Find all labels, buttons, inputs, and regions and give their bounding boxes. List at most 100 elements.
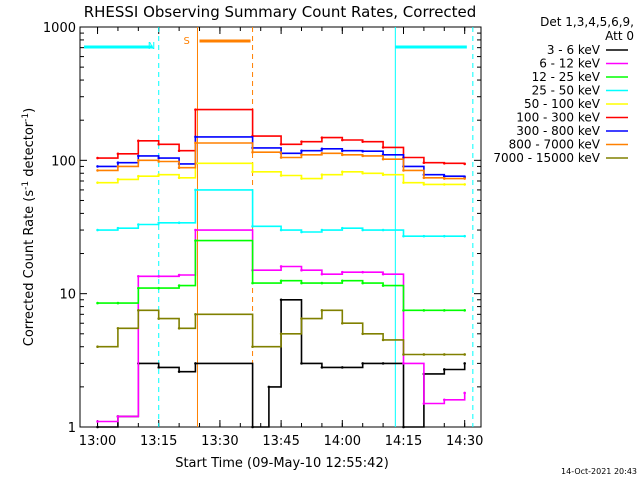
data-point [157,274,161,278]
data-point [194,362,197,365]
x-axis: 13:00 13:15 13:30 13:45 14:00 14:15 14:30 [79,27,483,449]
data-point [442,183,446,186]
data-point [116,301,120,305]
data-point [320,228,324,232]
data-point [251,170,254,174]
data-point [137,274,140,278]
data-point [341,170,344,174]
y-tick-label: 1000 [43,21,76,36]
data-point [422,161,426,164]
data-point [422,309,426,312]
data-point [442,398,446,402]
data-point [137,139,140,143]
legend-label: 7000 - 15000 keV [493,151,600,165]
data-point [381,272,385,276]
plot-frame [79,26,482,428]
data-point [137,309,140,312]
x-tick-label: 13:00 [79,434,116,449]
y-axis-label: Corrected Count Rate (s-1 detector-1) [21,108,37,346]
data-point [381,173,385,177]
data-point [177,166,181,170]
data-point [300,153,303,157]
data-point [96,420,99,423]
data-point [463,362,466,365]
data-point [96,345,99,349]
data-point [251,225,254,228]
data-point [463,177,466,180]
data-point [320,173,324,177]
data-point [361,149,364,153]
data-point [463,183,466,186]
data-point [320,281,324,285]
data-point [177,273,181,277]
footer-timestamp: 14-Oct-2021 20:43 [561,467,637,476]
data-point [442,309,446,312]
data-point [381,157,385,161]
data-point [422,183,426,186]
data-point [279,332,283,336]
data-point [96,165,99,168]
series-line-3 [97,189,465,237]
x-tick-label: 13:45 [262,434,299,449]
data-point [402,309,405,312]
y-axis-label-end: ) [22,108,37,113]
data-point [402,362,405,365]
data-point [422,234,426,238]
data-point [422,353,426,356]
data-point [442,177,446,180]
legend-header-line-1: Det 1,3,4,5,6,9, [540,15,634,29]
data-point [463,353,466,356]
data-point [463,162,466,166]
legend-label: 100 - 300 keV [516,111,600,125]
chart-title: RHESSI Observing Summary Count Rates, Co… [84,3,477,21]
data-point [320,136,324,139]
data-point [381,362,385,365]
data-point [157,142,161,146]
data-point [279,265,283,268]
data-point [137,159,140,162]
data-point [177,176,181,180]
y-axis-label-sup-1: -1 [21,181,31,190]
data-point [177,221,181,225]
data-point [279,279,283,283]
data-point [402,169,405,172]
data-point [96,425,99,429]
legend-label: 3 - 6 keV [547,43,601,57]
data-point [341,149,344,153]
data-point [402,181,405,184]
data-point [251,281,254,285]
data-point [402,425,405,429]
data-point [157,317,161,320]
data-point [137,223,140,226]
y-tick-label: 10 [59,288,76,303]
data-point [300,317,303,320]
data-point [300,177,303,180]
data-point [361,171,364,175]
data-point [361,270,364,274]
legend-label: 800 - 7000 keV [509,138,601,152]
y-axis-label-mid: detector [22,121,37,181]
data-point [157,173,161,177]
data-point [442,368,446,371]
data-point [361,140,364,143]
data-point [194,141,197,145]
y-axis-label-sup-2: -1 [21,113,31,122]
data-point [279,142,283,146]
data-point [116,326,120,330]
data-point [381,146,385,149]
data-point [442,162,446,165]
series-line-2 [97,239,465,312]
y-tick-label: 100 [51,154,76,169]
legend-label: 300 - 800 keV [516,124,600,138]
series-layer [96,108,466,429]
data-point [251,345,254,349]
data-point [463,234,466,238]
data-point [320,366,324,369]
data-point [300,230,303,234]
data-point [361,228,364,232]
y-tick-label: 1 [68,421,76,436]
data-point [96,181,99,184]
data-point [194,313,197,316]
data-point [157,366,161,369]
x-tick-label: 14:30 [446,434,483,449]
